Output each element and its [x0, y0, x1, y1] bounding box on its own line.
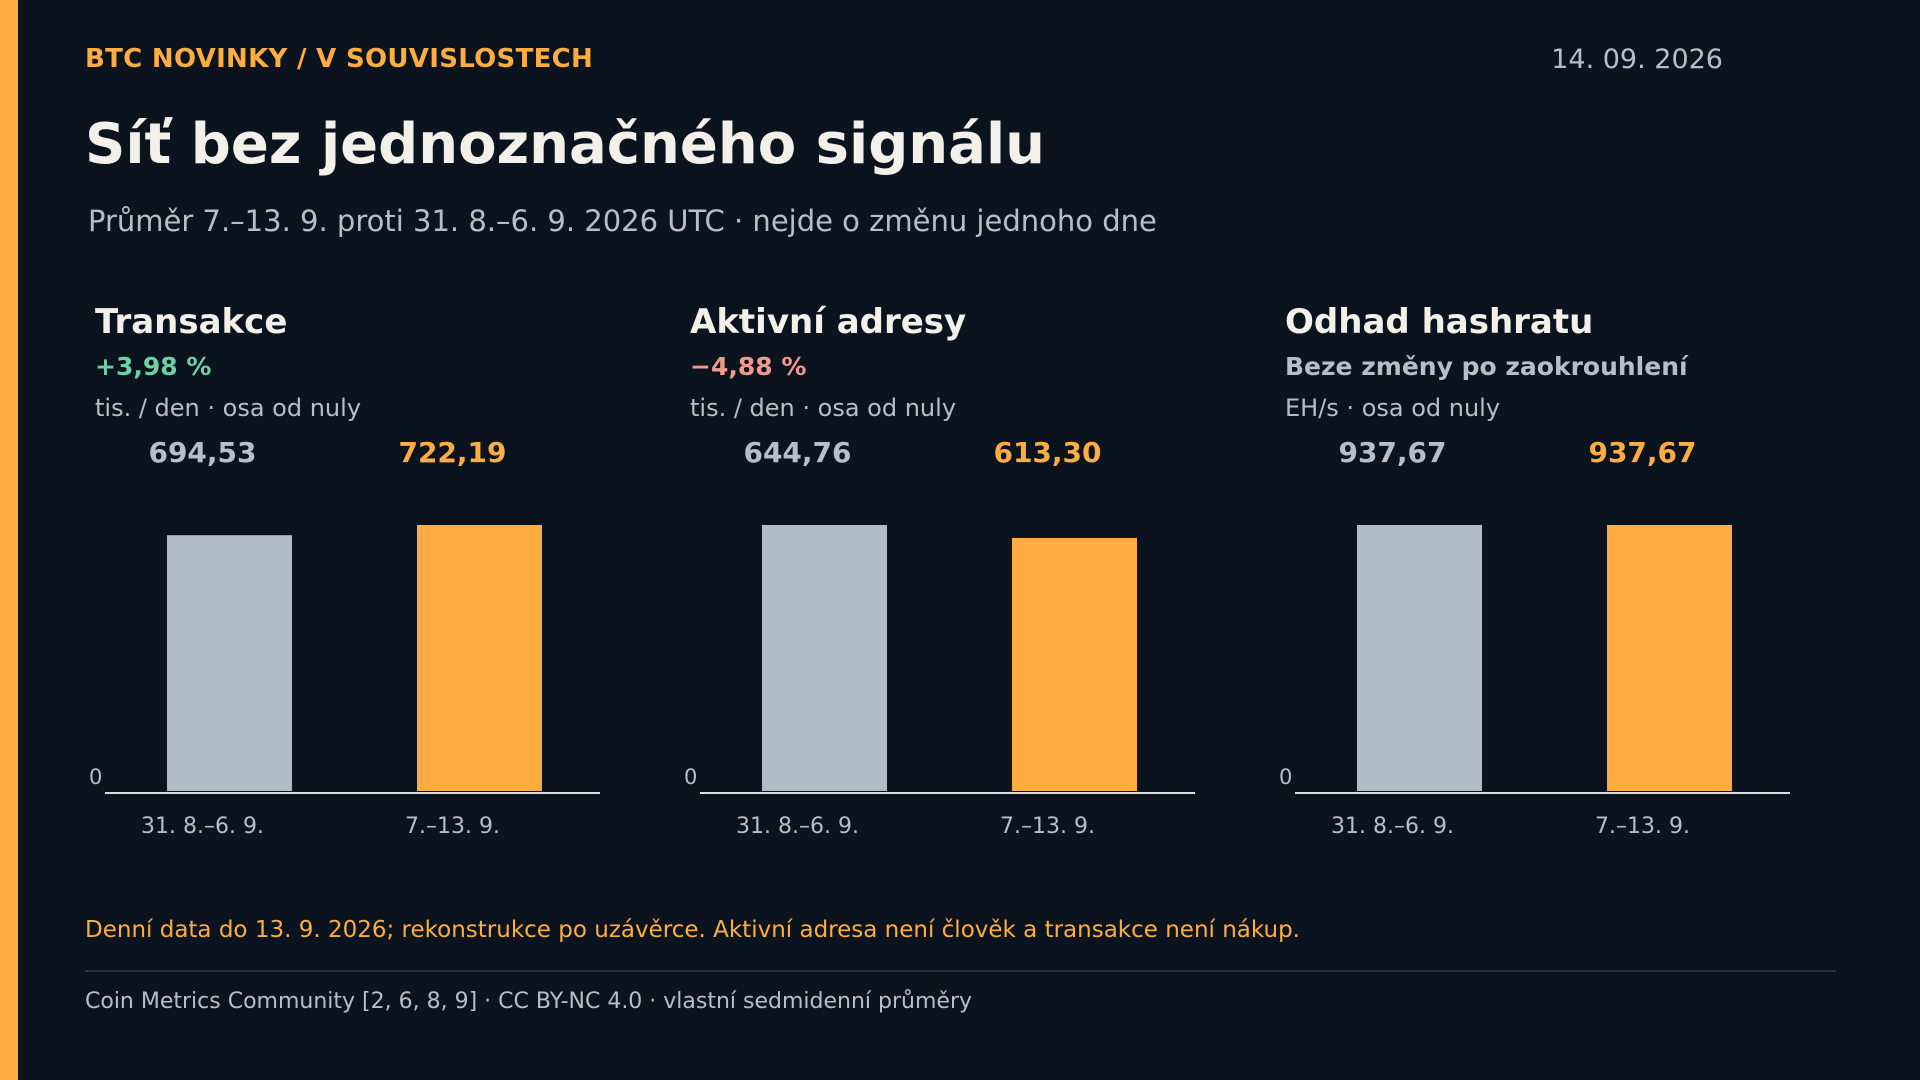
bar-chart: 644,76 31. 8.–6. 9. 613,30 7.–13. 9. 0 [684, 436, 1195, 839]
data-label: 694,53 [148, 436, 256, 469]
chart-title: Aktivní adresy [690, 302, 967, 342]
footnote: Denní data do 13. 9. 2026; rekonstrukce … [85, 917, 1300, 943]
publication-date: 14. 09. 2026 [1551, 44, 1723, 75]
data-label: 644,76 [743, 436, 851, 469]
bar-previous-week [167, 535, 292, 791]
zero-tick-label: 0 [89, 765, 102, 789]
chart-panel-active-addresses: Aktivní adresy −4,88 % tis. / den · osa … [680, 296, 1240, 856]
chart-panel-hashrate: Odhad hashratu Beze změny po zaokrouhlen… [1275, 296, 1835, 856]
data-label: 613,30 [993, 436, 1101, 469]
unit-note: tis. / den · osa od nuly [95, 394, 362, 422]
change-value: +3,98 % [95, 352, 212, 381]
accent-stripe [0, 0, 18, 1080]
chart-title: Odhad hashratu [1285, 302, 1594, 342]
bar-previous-week [1357, 525, 1482, 791]
unit-note: tis. / den · osa od nuly [690, 394, 957, 422]
zero-tick-label: 0 [1279, 765, 1292, 789]
change-value: −4,88 % [690, 352, 807, 381]
source-line: Coin Metrics Community [2, 6, 8, 9] · CC… [85, 989, 973, 1014]
category-tick-label: 31. 8.–6. 9. [736, 814, 859, 839]
bar-previous-week [762, 525, 887, 791]
section-kicker: BTC NOVINKY / V SOUVISLOSTECH [85, 44, 594, 74]
category-tick-label: 7.–13. 9. [1000, 814, 1095, 839]
bar-chart: 937,67 31. 8.–6. 9. 937,67 7.–13. 9. 0 [1279, 436, 1790, 839]
data-label: 937,67 [1338, 436, 1446, 469]
change-value: Beze změny po zaokrouhlení [1285, 352, 1688, 381]
category-tick-label: 7.–13. 9. [1595, 814, 1690, 839]
data-label: 937,67 [1588, 436, 1696, 469]
unit-note: EH/s · osa od nuly [1285, 394, 1501, 422]
bar-current-week [1012, 537, 1137, 791]
bar-chart: 694,53 31. 8.–6. 9. 722,19 7.–13. 9. 0 [89, 436, 600, 839]
category-tick-label: 7.–13. 9. [405, 814, 500, 839]
bar-current-week [417, 525, 542, 791]
divider [85, 970, 1836, 972]
category-tick-label: 31. 8.–6. 9. [1331, 814, 1454, 839]
bar-current-week [1607, 525, 1732, 791]
category-tick-label: 31. 8.–6. 9. [141, 814, 264, 839]
page-subtitle: Průměr 7.–13. 9. proti 31. 8.–6. 9. 2026… [88, 204, 1157, 238]
chart-panel-transactions: Transakce +3,98 % tis. / den · osa od nu… [85, 296, 645, 856]
zero-tick-label: 0 [684, 765, 697, 789]
data-label: 722,19 [398, 436, 506, 469]
page-title: Síť bez jednoznačného signálu [85, 112, 1046, 177]
chart-title: Transakce [95, 302, 288, 342]
